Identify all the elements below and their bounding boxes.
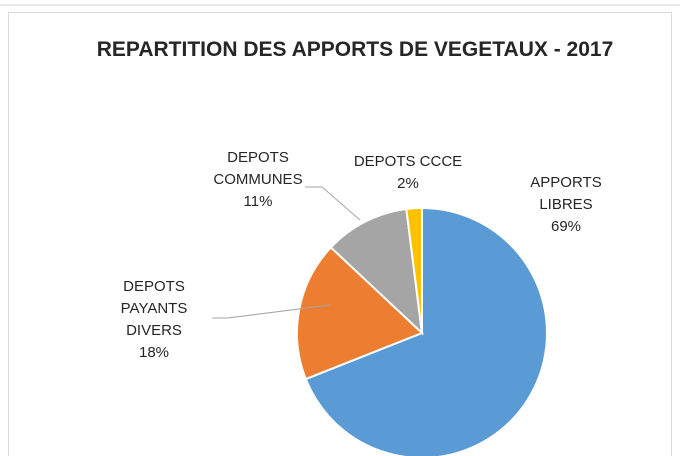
category-label: DEPOTS PAYANTS DIVERS [120, 278, 188, 339]
data-label: APPORTS LIBRES 69% [530, 172, 602, 238]
leader-line [305, 186, 361, 221]
data-label: DEPOTS COMMUNES 11% [208, 147, 308, 213]
pie-slice [405, 206, 423, 334]
chart-title: REPARTITION DES APPORTS DE VEGETAUX - 20… [96, 38, 614, 61]
value-label: 18% [138, 344, 170, 361]
category-label: APPORTS LIBRES [530, 174, 602, 213]
leader-line [212, 304, 331, 319]
pie-slice [329, 207, 424, 336]
pie-slice [296, 246, 424, 381]
category-label: DEPOTS COMMUNES [213, 149, 303, 188]
pie-slice [304, 206, 548, 456]
value-label: 11% [243, 193, 273, 210]
value-label: 2% [397, 175, 419, 192]
value-label: 69% [550, 218, 582, 235]
pie [296, 206, 548, 456]
data-label: DEPOTS PAYANTS DIVERS 18% [118, 276, 190, 364]
category-label: DEPOTS CCCE [353, 153, 463, 170]
data-label: DEPOTS CCCE 2% [338, 151, 478, 195]
